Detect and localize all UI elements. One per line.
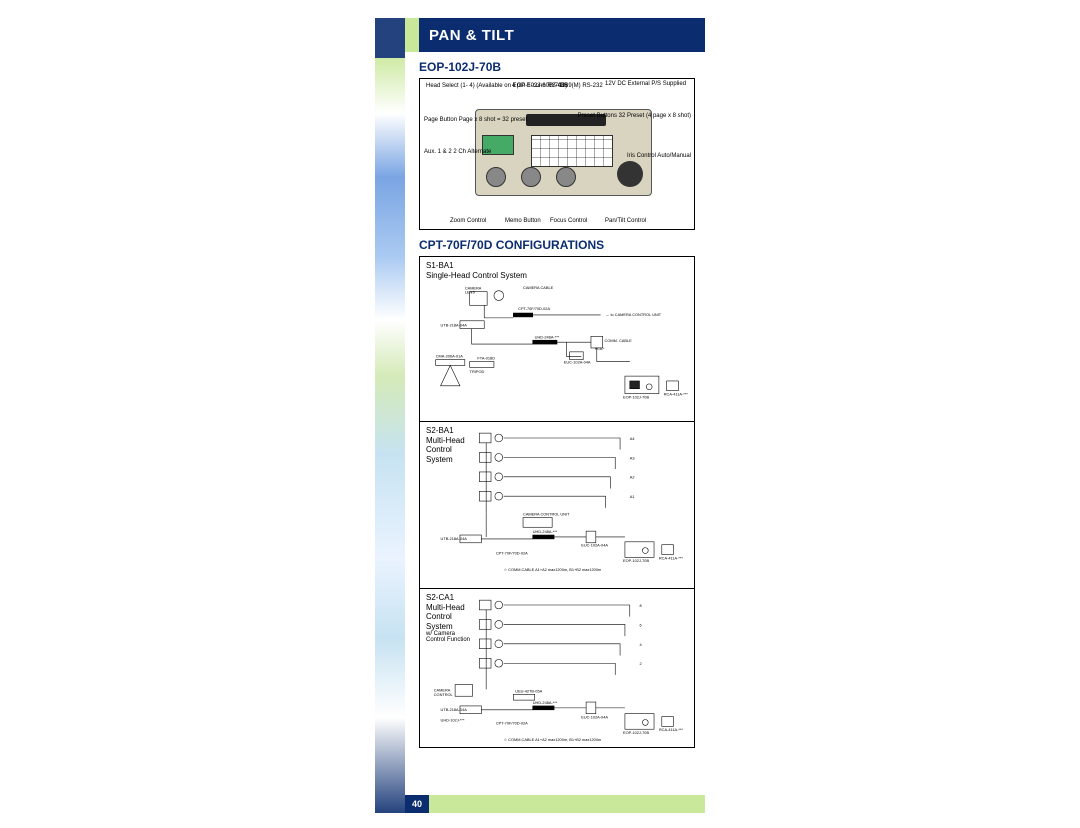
svg-text:6: 6 — [639, 622, 641, 627]
svg-text:CMA-206A-01A: CMA-206A-01A — [436, 354, 464, 359]
svg-text:UHD-248A-***: UHD-248A-*** — [533, 700, 558, 705]
svg-text:RCA-411A-***: RCA-411A-*** — [659, 555, 684, 560]
svg-text:EOP-102J-70B: EOP-102J-70B — [623, 395, 649, 400]
annot-db9: DB9(M) RS-232 — [560, 83, 603, 90]
svg-text:EUC-102A-04A: EUC-102A-04A — [564, 360, 591, 365]
svg-text:☆ COMM.CABLE A1+A2 max1200m, B: ☆ COMM.CABLE A1+A2 max1200m, B1+B2 max12… — [504, 737, 602, 742]
svg-text:EUC-102A-04A: EUC-102A-04A — [581, 715, 608, 720]
config-s2-diagram: A4 A3 A2 A1 CAMERA CONTROL UNIT — [426, 428, 688, 578]
svg-text:UHD-102J-***: UHD-102J-*** — [441, 717, 465, 722]
config-s3: S2-CA1 Multi-Head Control System w/ Came… — [420, 589, 694, 757]
svg-text:UTB-218A-04A: UTB-218A-04A — [441, 323, 468, 328]
svg-text:A4: A4 — [630, 436, 636, 441]
svg-text:EUC-102A-04A: EUC-102A-04A — [581, 543, 608, 548]
annot-12vdc: 12V DC External P/S Supplied — [605, 81, 686, 88]
annot-zoom: Zoom Control — [450, 218, 486, 225]
annot-page-btn: Page Button Page x 8 shot = 32 preset — [424, 117, 527, 124]
eop-device-panel: Head Select (1- 4) (Available on EOP-102… — [419, 78, 695, 230]
svg-text:RCA-*: RCA-* — [595, 347, 605, 351]
svg-text:A1: A1 — [630, 494, 635, 499]
config-s2: S2-BA1 Multi-Head Control System A4 A3 — [420, 422, 694, 589]
page-title: PAN & TILT — [429, 27, 514, 44]
config-s1-desc: Single-Head Control System — [426, 271, 688, 281]
svg-text:CPT-70F/70D-02A: CPT-70F/70D-02A — [496, 550, 528, 555]
svg-text:CAMERA CABLE: CAMERA CABLE — [523, 285, 554, 290]
svg-text:EOP-102J-70B: EOP-102J-70B — [623, 558, 649, 563]
svg-text:RCA-411A-***: RCA-411A-*** — [664, 392, 688, 397]
svg-text:RCA-411A-***: RCA-411A-*** — [659, 727, 684, 732]
svg-text:LENS: LENS — [465, 290, 476, 295]
section-title-eop: EOP-102J-70B — [419, 60, 705, 74]
annot-focus: Focus Control — [550, 218, 587, 225]
svg-text:COMM. CABLE: COMM. CABLE — [605, 338, 633, 343]
svg-text:CPT-70F/70D-02A: CPT-70F/70D-02A — [496, 720, 528, 725]
svg-text:CPT-70F/70D-02A: CPT-70F/70D-02A — [518, 306, 550, 311]
svg-text:UHD-248A-***: UHD-248A-*** — [533, 529, 558, 534]
footer-accent-bar — [429, 795, 705, 813]
annot-aux: Aux. 1 & 2 2 Ch Alternate — [424, 149, 491, 156]
page-header: PAN & TILT — [405, 18, 705, 52]
svg-text:UHD-248A-***: UHD-248A-*** — [535, 334, 560, 339]
svg-text:TRIPOD: TRIPOD — [470, 369, 485, 374]
svg-text:UTB-218A-04A: UTB-218A-04A — [441, 707, 468, 712]
svg-text:4: 4 — [639, 642, 642, 647]
configurations-panel: S1-BA1 Single-Head Control System CAMERA… — [419, 256, 695, 748]
annot-iris: Iris Control Auto/Manual — [627, 153, 691, 160]
svg-text:A2: A2 — [630, 475, 635, 480]
annot-pantilt: Pan/Tilt Control — [605, 218, 646, 225]
config-s1-code: S1-BA1 — [426, 261, 688, 271]
svg-text:UEU-42TB-05A: UEU-42TB-05A — [515, 688, 542, 693]
config-s1: S1-BA1 Single-Head Control System CAMERA… — [420, 257, 694, 422]
svg-text:FTA-018D: FTA-018D — [477, 356, 495, 361]
svg-text:☆ COMM.CABLE A1+A2 max1200m, B: ☆ COMM.CABLE A1+A2 max1200m, B1+B2 max12… — [504, 567, 602, 572]
page-footer: 40 — [405, 795, 705, 813]
svg-text:CONTROL: CONTROL — [434, 692, 454, 697]
svg-text:→ to CAMERA CONTROL UNIT: → to CAMERA CONTROL UNIT — [606, 312, 662, 317]
svg-text:EOP-102J-70B: EOP-102J-70B — [623, 730, 649, 735]
catalog-page: PAN & TILT EOP-102J-70B Head Select (1- … — [405, 18, 705, 813]
svg-text:UTB-218A-04A: UTB-218A-04A — [441, 536, 468, 541]
annot-memo: Memo Button — [505, 218, 541, 225]
config-s1-diagram: CAMERA CABLE → to CAMERA CONTROL UNIT CP… — [426, 282, 688, 412]
svg-text:CAMERA CONTROL UNIT: CAMERA CONTROL UNIT — [523, 512, 570, 517]
section-title-cpt: CPT-70F/70D CONFIGURATIONS — [419, 238, 705, 252]
svg-text:A3: A3 — [630, 455, 635, 460]
annot-preset-btn: Preset Buttons 32 Preset (4 page x 8 sho… — [578, 113, 691, 120]
config-s3-diagram: 8 6 4 2 CAMERA CONTROL — [426, 595, 688, 747]
svg-text:8: 8 — [639, 603, 641, 608]
svg-text:2: 2 — [639, 661, 641, 666]
side-accent-graphic — [375, 18, 405, 813]
page-number: 40 — [405, 795, 429, 813]
